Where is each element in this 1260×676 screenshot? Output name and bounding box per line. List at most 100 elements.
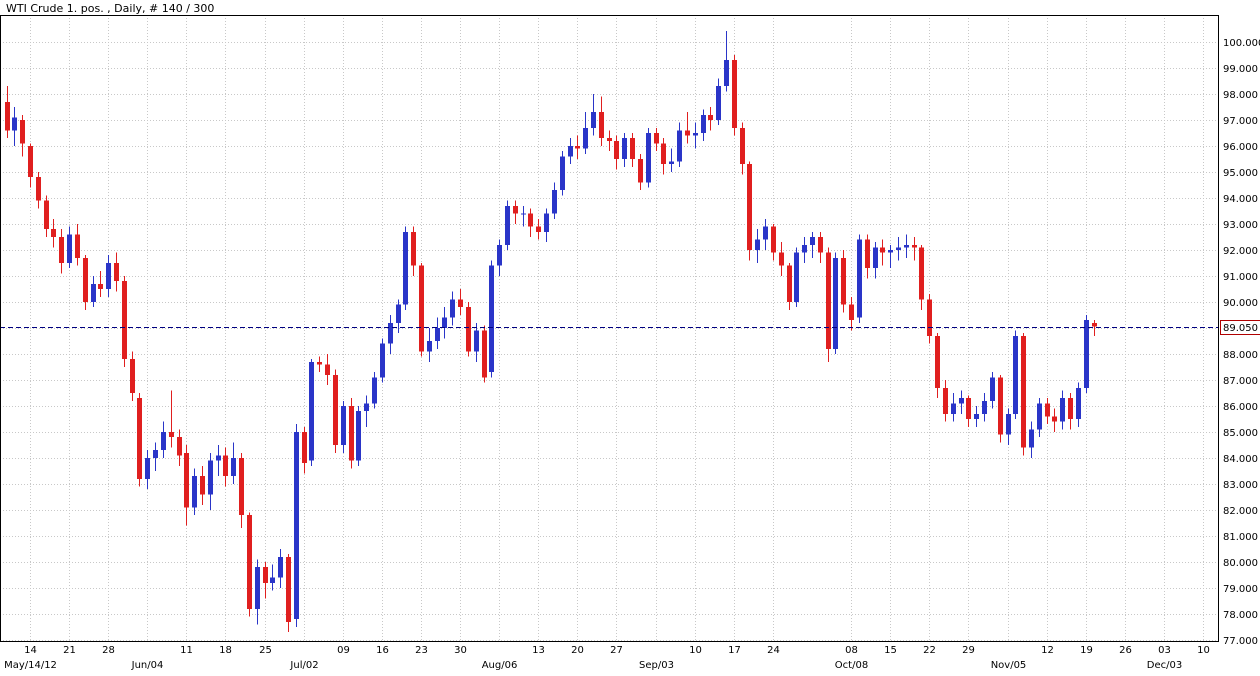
candle-body-down	[20, 120, 25, 144]
candle-body-down	[708, 114, 713, 120]
candle-body-up	[591, 112, 596, 128]
candle-body-up	[896, 247, 901, 250]
candle-body-up	[552, 190, 557, 214]
candle-body-down	[732, 60, 737, 128]
y-axis-label: 99.000	[1223, 64, 1258, 75]
x-axis-day-label: 21	[63, 645, 76, 656]
candle-body-up	[427, 341, 432, 352]
candle-body-up	[372, 377, 377, 404]
x-axis-day-label: 17	[728, 645, 741, 656]
candle-body-up	[701, 114, 706, 133]
candle-body-up	[309, 361, 314, 461]
candle-body-down	[1045, 403, 1050, 417]
candle-body-down	[849, 304, 854, 321]
candle-body-up	[1006, 413, 1011, 435]
candle-body-down	[325, 364, 330, 375]
plot-border	[0, 15, 1219, 642]
y-axis-label: 87.000	[1223, 376, 1258, 387]
x-axis-day-label: 12	[1041, 645, 1054, 656]
y-axis-label: 83.000	[1223, 480, 1258, 491]
candle-body-up	[403, 231, 408, 305]
candle-body-down	[607, 138, 612, 141]
x-axis-day-label: 03	[1158, 645, 1171, 656]
candle-body-down	[184, 452, 189, 508]
candle-body-down	[75, 234, 80, 258]
candle-body-up	[106, 263, 111, 289]
candle-body-up	[255, 567, 260, 609]
candle-body-down	[998, 377, 1003, 435]
x-axis-day-label: 26	[1119, 645, 1132, 656]
candle-body-up	[450, 299, 455, 318]
candle-body-down	[841, 257, 846, 305]
candle-body-up	[505, 205, 510, 245]
x-axis-month-label: Jun/04	[131, 660, 164, 671]
candle-body-down	[98, 283, 103, 289]
candle-body-up	[646, 133, 651, 183]
candle-body-down	[59, 237, 64, 263]
candle-body-up	[474, 330, 479, 352]
candle-body-up	[341, 406, 346, 445]
candle-body-down	[575, 146, 580, 149]
x-axis-day-label: 18	[219, 645, 232, 656]
y-axis-label: 82.000	[1223, 506, 1258, 517]
candle-body-up	[91, 283, 96, 302]
y-axis-label: 86.000	[1223, 402, 1258, 413]
candle-body-down	[1092, 322, 1097, 327]
x-axis-day-label: 16	[376, 645, 389, 656]
candle-body-down	[599, 112, 604, 139]
x-axis-month-label: Jul/02	[289, 660, 318, 671]
candle-body-up	[364, 403, 369, 412]
candle-body-up	[568, 146, 573, 157]
candle-body-down	[263, 567, 268, 583]
candle-body-down	[458, 299, 463, 308]
candle-body-up	[857, 239, 862, 318]
candle-body-up	[677, 130, 682, 162]
candle-body-down	[137, 398, 142, 479]
candle-body-up	[216, 455, 221, 461]
candle-body-up	[380, 343, 385, 378]
candle-body-up	[489, 265, 494, 373]
candle-body-up	[435, 328, 440, 341]
candle-body-down	[1052, 416, 1057, 422]
candle-body-down	[943, 387, 948, 414]
candle-body-up	[622, 138, 627, 159]
candle-body-up	[1037, 403, 1042, 430]
candle-body-up	[278, 556, 283, 578]
candle-body-down	[1068, 398, 1073, 419]
candle-body-up	[388, 322, 393, 344]
current-price-label-box	[1220, 320, 1260, 335]
candle-body-up	[497, 244, 502, 266]
x-axis-day-label: 30	[454, 645, 467, 656]
candle-body-up	[560, 156, 565, 191]
x-axis-day-label: 19	[1080, 645, 1093, 656]
candle-body-down	[169, 432, 174, 438]
candle-body-up	[810, 237, 815, 245]
y-axis-label: 100.000	[1223, 38, 1260, 49]
candle-body-up	[1084, 320, 1089, 388]
candle-body-down	[787, 265, 792, 302]
x-axis-day-label: 09	[337, 645, 350, 656]
candle-body-down	[5, 101, 10, 131]
candle-body-down	[536, 226, 541, 232]
candle-body-up	[583, 127, 588, 149]
x-axis-day-label: 14	[24, 645, 37, 656]
candle-body-down	[818, 237, 823, 253]
candle-body-up	[442, 317, 447, 328]
x-axis-day-label: 10	[689, 645, 702, 656]
candle-body-up	[270, 577, 275, 583]
candle-body-down	[482, 330, 487, 378]
x-axis-month-label: Nov/05	[991, 660, 1027, 671]
candle-body-down	[880, 247, 885, 253]
candle-body-down	[130, 359, 135, 393]
x-axis-day-label: 13	[532, 645, 545, 656]
candle-body-up	[794, 252, 799, 302]
y-axis-label: 78.000	[1223, 610, 1258, 621]
candle-body-down	[826, 252, 831, 349]
candle-body-down	[200, 476, 205, 495]
candle-body-up	[521, 213, 526, 215]
candle-body-up	[192, 476, 197, 508]
y-axis-label: 91.000	[1223, 272, 1258, 283]
